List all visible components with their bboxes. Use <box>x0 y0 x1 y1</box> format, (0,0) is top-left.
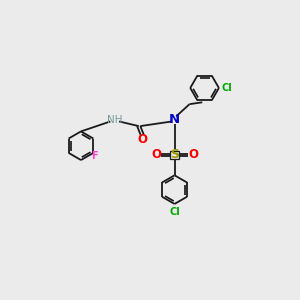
Text: O: O <box>137 134 147 146</box>
Text: F: F <box>91 152 98 161</box>
Text: N: N <box>169 113 180 126</box>
Text: O: O <box>188 148 198 161</box>
Bar <box>170 151 179 159</box>
Text: NH: NH <box>107 115 122 125</box>
Text: Cl: Cl <box>169 207 180 218</box>
Text: S: S <box>170 148 179 161</box>
Text: O: O <box>151 148 161 161</box>
Text: Cl: Cl <box>222 83 232 93</box>
